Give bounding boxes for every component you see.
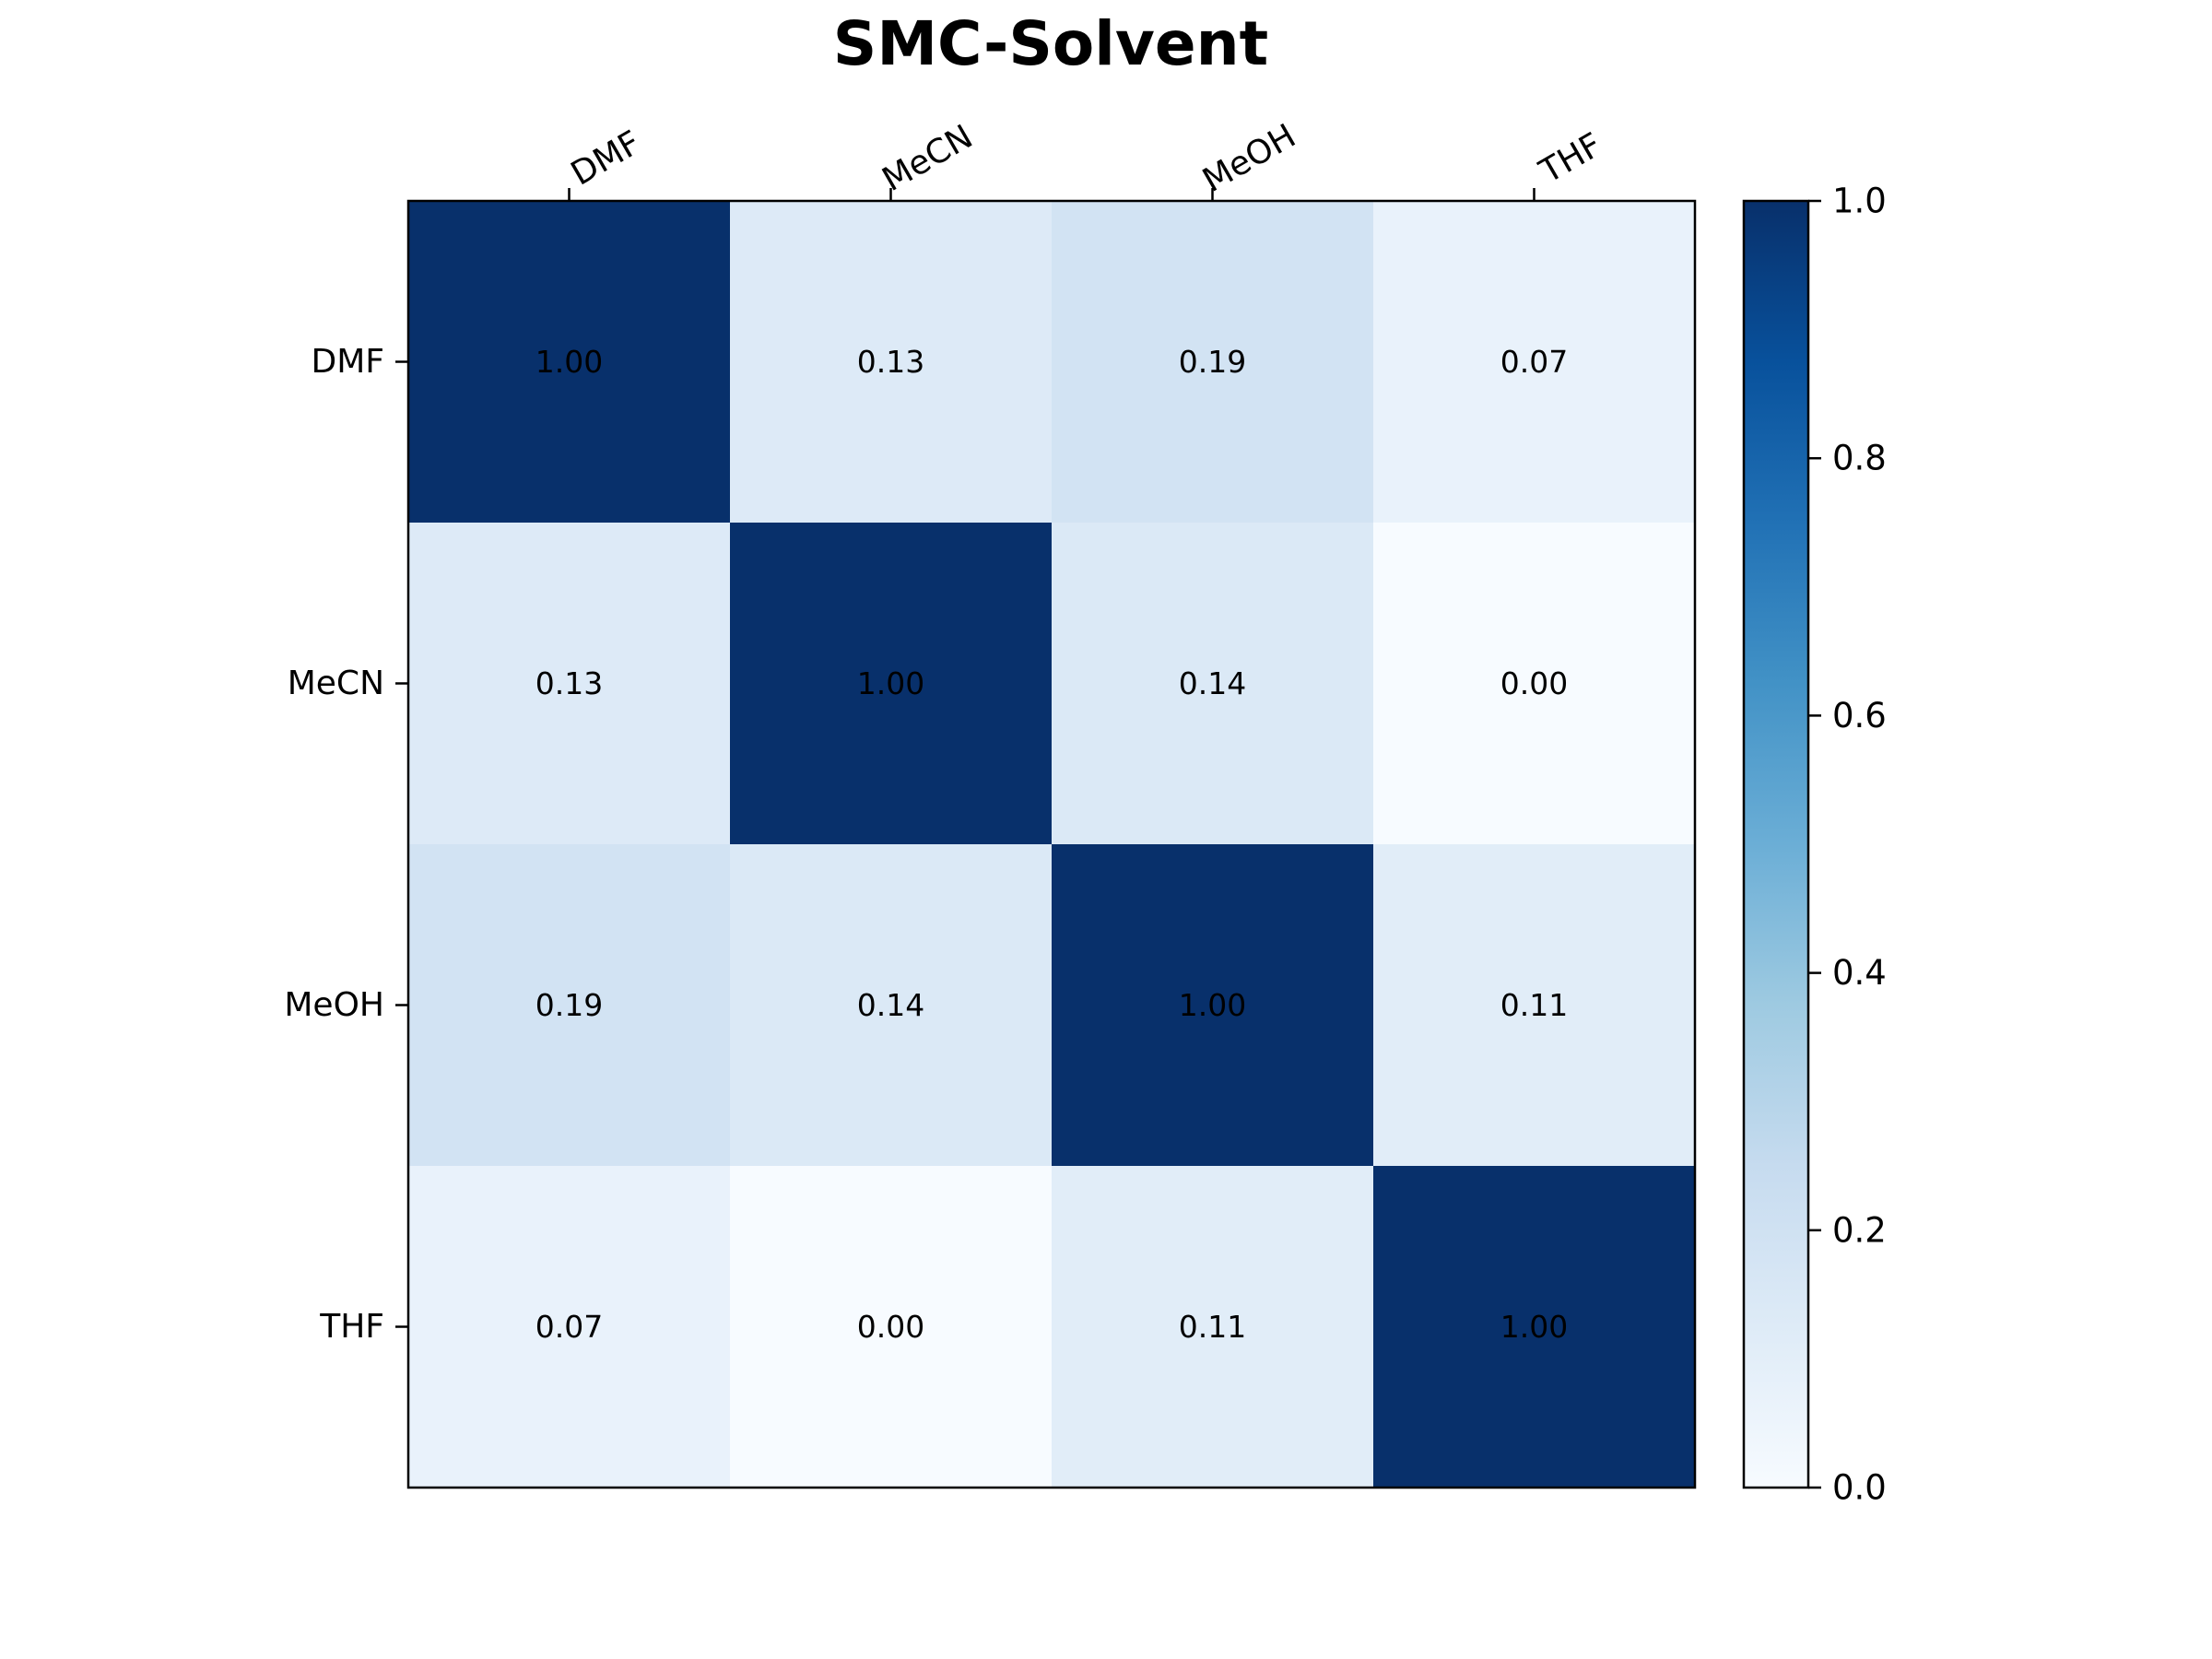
heatmap-cell-label: 1.00 [535, 344, 603, 380]
y-tick-label: MeOH [284, 986, 384, 1024]
heatmap-cell-dmf-thf [1373, 201, 1696, 524]
heatmap-cell-label: 0.00 [857, 1309, 924, 1345]
heatmap-cell-thf-thf [1373, 1166, 1696, 1488]
heatmap-cell-thf-meoh [1052, 1166, 1374, 1488]
heatmap-cell-label: 0.14 [1179, 665, 1246, 701]
heatmap-cell-meoh-dmf [408, 844, 731, 1167]
colorbar-tick-label: 0.8 [1832, 439, 1887, 478]
heatmap-cell-mecn-meoh [1052, 523, 1374, 845]
heatmap-cell-label: 0.19 [1179, 344, 1246, 380]
x-axis-top: DMF MeCN MeOH THF [565, 117, 1608, 201]
heatmap-cell-label: 0.13 [535, 665, 603, 701]
heatmap-cell-label: 0.13 [857, 344, 924, 380]
chart-title: SMC-Solvent [833, 8, 1268, 79]
y-tick-label: DMF [312, 343, 385, 381]
heatmap-cell-dmf-mecn [730, 201, 1053, 524]
heatmap-cell-label: 1.00 [1179, 987, 1246, 1023]
x-tick-label: MeCN [877, 118, 980, 199]
heatmap-cell-label: 0.14 [857, 987, 924, 1023]
heatmap-cell-mecn-mecn [730, 523, 1053, 845]
x-tick-label: DMF [565, 124, 647, 193]
heatmap-cell-meoh-meoh [1052, 844, 1374, 1167]
colorbar-tick-label: 1.0 [1832, 182, 1887, 221]
heatmap-cell-labels: 1.00 0.13 0.19 0.07 0.13 1.00 0.14 0.00 0.19 0.14… [535, 344, 1568, 1345]
heatmap-cell-mecn-dmf [408, 523, 731, 845]
y-tick-label: MeCN [288, 665, 384, 702]
heatmap-cell-label: 0.19 [535, 987, 603, 1023]
y-axis-left: DMF MeCN MeOH THF [284, 343, 408, 1346]
plot-frame [406, 199, 1697, 1489]
colorbar-tick-label: 0.2 [1832, 1210, 1887, 1250]
heatmap-cell-label: 0.11 [1500, 987, 1568, 1023]
heatmap-cell-thf-dmf [408, 1166, 731, 1488]
heatmap-cell-thf-mecn [730, 1166, 1053, 1488]
heatmap-cell-mecn-thf [1373, 523, 1696, 845]
colorbar-tick-label: 0.0 [1832, 1468, 1887, 1508]
heatmap-cell-label: 1.00 [857, 665, 924, 701]
colorbar: 0.0 0.2 0.4 0.6 0.8 1.0 [1742, 182, 1887, 1508]
heatmap-cell-dmf-dmf [408, 201, 731, 524]
heatmap-cell-label: 1.00 [1500, 1309, 1568, 1345]
heatmap-cell-meoh-thf [1373, 844, 1696, 1167]
y-tick-label: THF [319, 1308, 384, 1346]
heatmap-cell-label: 0.07 [535, 1309, 603, 1345]
colorbar-gradient [1742, 199, 1810, 1489]
heatmap-cell-label: 0.11 [1179, 1309, 1246, 1345]
x-tick-label: THF [1533, 126, 1608, 192]
x-tick-label: MeOH [1196, 117, 1302, 200]
colorbar-tick-label: 0.6 [1832, 696, 1887, 735]
heatmap-cells [408, 201, 1696, 1488]
heatmap-cell-label: 0.07 [1500, 344, 1568, 380]
colorbar-tick-label: 0.4 [1832, 953, 1887, 993]
heatmap-cell-label: 0.00 [1500, 665, 1568, 701]
heatmap-cell-dmf-meoh [1052, 201, 1374, 524]
heatmap-cell-meoh-mecn [730, 844, 1053, 1167]
